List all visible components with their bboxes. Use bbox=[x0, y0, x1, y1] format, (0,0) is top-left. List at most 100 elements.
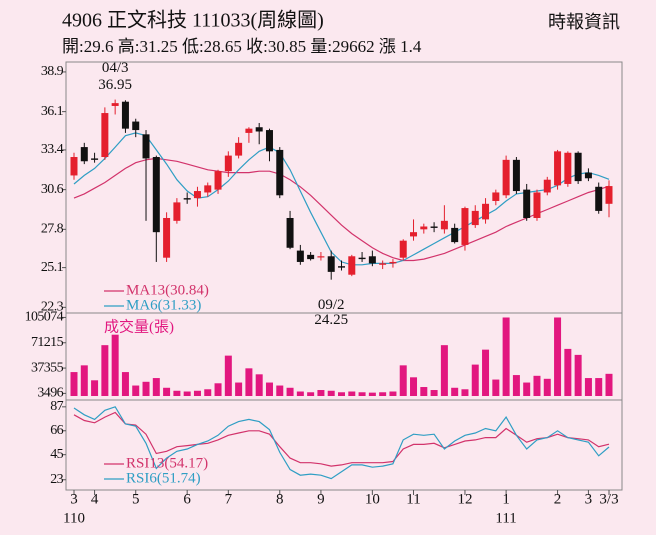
legend-label: MA13(30.84) bbox=[126, 282, 209, 298]
volume-bar bbox=[132, 385, 140, 396]
candle-body bbox=[204, 185, 212, 193]
volume-bar bbox=[121, 372, 129, 396]
subtitle: 開:29.6 高:31.25 低:28.65 收:30.85 量:29662 漲… bbox=[62, 37, 422, 56]
candle-body bbox=[399, 240, 407, 258]
x-tick-label: 11 bbox=[406, 491, 420, 507]
y-tick-label: 71215 bbox=[31, 335, 64, 350]
volume-bar bbox=[554, 317, 562, 396]
x-tick-label: 12 bbox=[457, 491, 472, 507]
x-tick-label: 8 bbox=[276, 491, 284, 507]
candle-body bbox=[512, 159, 520, 192]
volume-bar bbox=[368, 392, 376, 396]
candle-body bbox=[564, 152, 572, 184]
volume-bar bbox=[327, 390, 335, 396]
volume-bar bbox=[183, 391, 191, 396]
volume-bar bbox=[307, 392, 315, 396]
volume-bar bbox=[111, 334, 119, 396]
candle-body bbox=[595, 186, 603, 211]
volume-bar bbox=[543, 378, 551, 396]
candle-body bbox=[286, 217, 294, 248]
candle-body bbox=[224, 155, 232, 172]
x-tick-label: 9 bbox=[317, 491, 325, 507]
candle-body bbox=[296, 250, 304, 262]
y-tick-label: 36.1 bbox=[41, 104, 64, 119]
candle-body bbox=[111, 103, 119, 106]
volume-bar bbox=[471, 364, 479, 396]
x-tick-label: 3 bbox=[585, 491, 593, 507]
candle-body bbox=[574, 152, 582, 182]
volume-bar bbox=[224, 355, 232, 396]
candle-body bbox=[543, 179, 551, 193]
volume-title: 成交量(張) bbox=[104, 317, 174, 335]
rsi-panel bbox=[65, 399, 623, 491]
candle-body bbox=[502, 159, 510, 196]
x-year-label: 111 bbox=[495, 510, 516, 526]
volume-bar bbox=[574, 354, 582, 396]
y-tick-label: 37355 bbox=[31, 360, 64, 375]
x-tick-label: 10 bbox=[365, 491, 380, 507]
volume-bar bbox=[595, 378, 603, 396]
volume-bar bbox=[142, 381, 150, 396]
volume-bar bbox=[91, 380, 99, 396]
legend-label: MA6(31.33) bbox=[126, 297, 201, 313]
candle-body bbox=[368, 256, 376, 264]
volume-bar bbox=[584, 378, 592, 396]
volume-bar bbox=[70, 372, 78, 396]
volume-bar bbox=[523, 382, 531, 396]
y-tick-label: 22.3 bbox=[41, 300, 64, 315]
candle-body bbox=[173, 202, 181, 221]
volume-bar bbox=[430, 390, 438, 396]
candle-body bbox=[410, 232, 418, 237]
candle-body bbox=[245, 128, 253, 133]
volume-bar bbox=[193, 390, 201, 396]
candle-body bbox=[276, 149, 284, 196]
volume-bar bbox=[564, 348, 572, 396]
volume-bar bbox=[410, 377, 418, 396]
x-year-label: 110 bbox=[63, 510, 85, 526]
candle-body bbox=[121, 101, 129, 129]
x-tick-label: 4 bbox=[91, 491, 99, 507]
candle-body bbox=[584, 172, 592, 179]
candle-body bbox=[523, 189, 531, 218]
candle-body bbox=[440, 220, 448, 230]
y-tick-label: 45 bbox=[50, 447, 63, 462]
y-tick-label: 27.8 bbox=[41, 222, 64, 237]
candle-body bbox=[255, 127, 263, 132]
volume-bar bbox=[276, 385, 284, 396]
candle-body bbox=[183, 198, 191, 200]
volume-bar bbox=[512, 375, 520, 396]
volume-bar bbox=[245, 368, 253, 396]
y-tick-label: 33.4 bbox=[41, 142, 64, 157]
volume-bar bbox=[399, 365, 407, 396]
volume-bar bbox=[389, 391, 397, 396]
y-tick-label: 38.9 bbox=[41, 64, 64, 79]
candle-body bbox=[327, 256, 335, 272]
candle-body bbox=[471, 210, 479, 226]
volume-bar bbox=[451, 387, 459, 396]
volume-bar bbox=[440, 345, 448, 396]
candle-body bbox=[348, 256, 356, 275]
x-tick-label: 3/3 bbox=[599, 491, 618, 507]
annotation-label: 09/2 bbox=[318, 297, 345, 313]
volume-bar bbox=[286, 387, 294, 396]
x-tick-label: 3 bbox=[70, 491, 78, 507]
candle-body bbox=[420, 226, 428, 230]
volume-bar bbox=[338, 392, 345, 396]
y-tick-label: 23 bbox=[50, 472, 63, 487]
candle-body bbox=[132, 121, 140, 131]
candle-body bbox=[101, 113, 109, 158]
annotation-value: 36.95 bbox=[98, 77, 132, 93]
candle-body bbox=[317, 256, 325, 258]
volume-bar bbox=[173, 390, 181, 396]
volume-bar bbox=[265, 382, 273, 396]
volume-bar bbox=[296, 391, 304, 396]
candle-body bbox=[70, 157, 78, 176]
legend-label: RSI13(54.17) bbox=[126, 455, 208, 471]
chart-title: 4906 正文科技 111033(周線圖) bbox=[62, 9, 324, 32]
candle-body bbox=[193, 191, 201, 199]
volume-bar bbox=[255, 374, 263, 396]
volume-bar bbox=[482, 349, 490, 396]
candle-body bbox=[482, 203, 490, 220]
candle-body bbox=[163, 217, 171, 258]
